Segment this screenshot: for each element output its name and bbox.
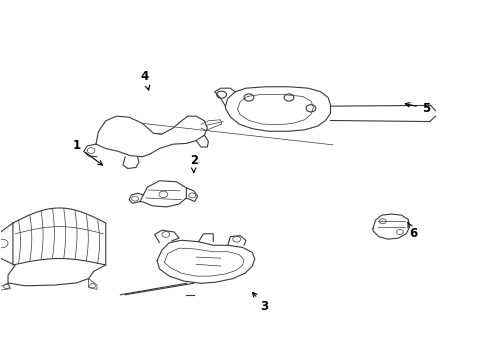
Text: 5: 5 [405,102,430,115]
Text: 3: 3 [252,292,269,313]
Text: 1: 1 [73,139,102,165]
Text: 4: 4 [141,69,149,90]
Text: 2: 2 [190,154,198,173]
Text: 6: 6 [408,222,417,240]
